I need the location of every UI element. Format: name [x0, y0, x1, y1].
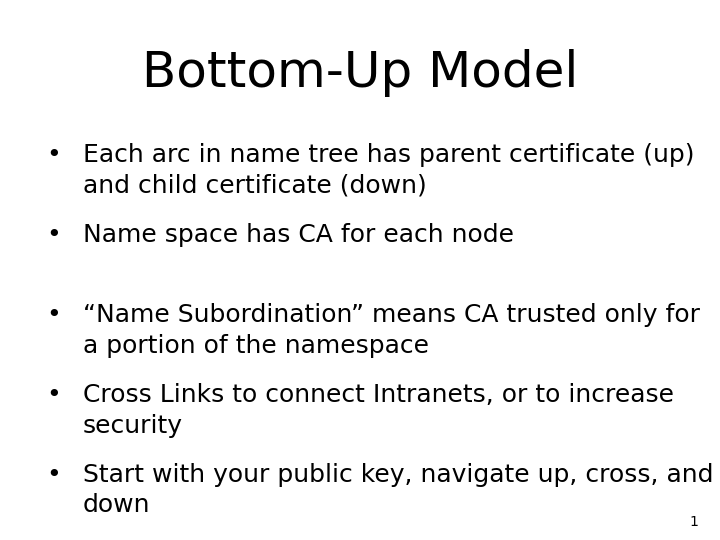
Text: Bottom-Up Model: Bottom-Up Model [142, 49, 578, 97]
Text: Each arc in name tree has parent certificate (up)
and child certificate (down): Each arc in name tree has parent certifi… [83, 143, 694, 198]
Text: “Name Subordination” means CA trusted only for
a portion of the namespace: “Name Subordination” means CA trusted on… [83, 303, 700, 357]
Text: •: • [47, 143, 61, 167]
Text: Start with your public key, navigate up, cross, and
down: Start with your public key, navigate up,… [83, 463, 714, 517]
Text: 1: 1 [690, 515, 698, 529]
Text: •: • [47, 463, 61, 487]
Text: •: • [47, 223, 61, 247]
Text: •: • [47, 303, 61, 327]
Text: Name space has CA for each node: Name space has CA for each node [83, 223, 514, 247]
Text: Cross Links to connect Intranets, or to increase
security: Cross Links to connect Intranets, or to … [83, 383, 674, 437]
Text: •: • [47, 383, 61, 407]
